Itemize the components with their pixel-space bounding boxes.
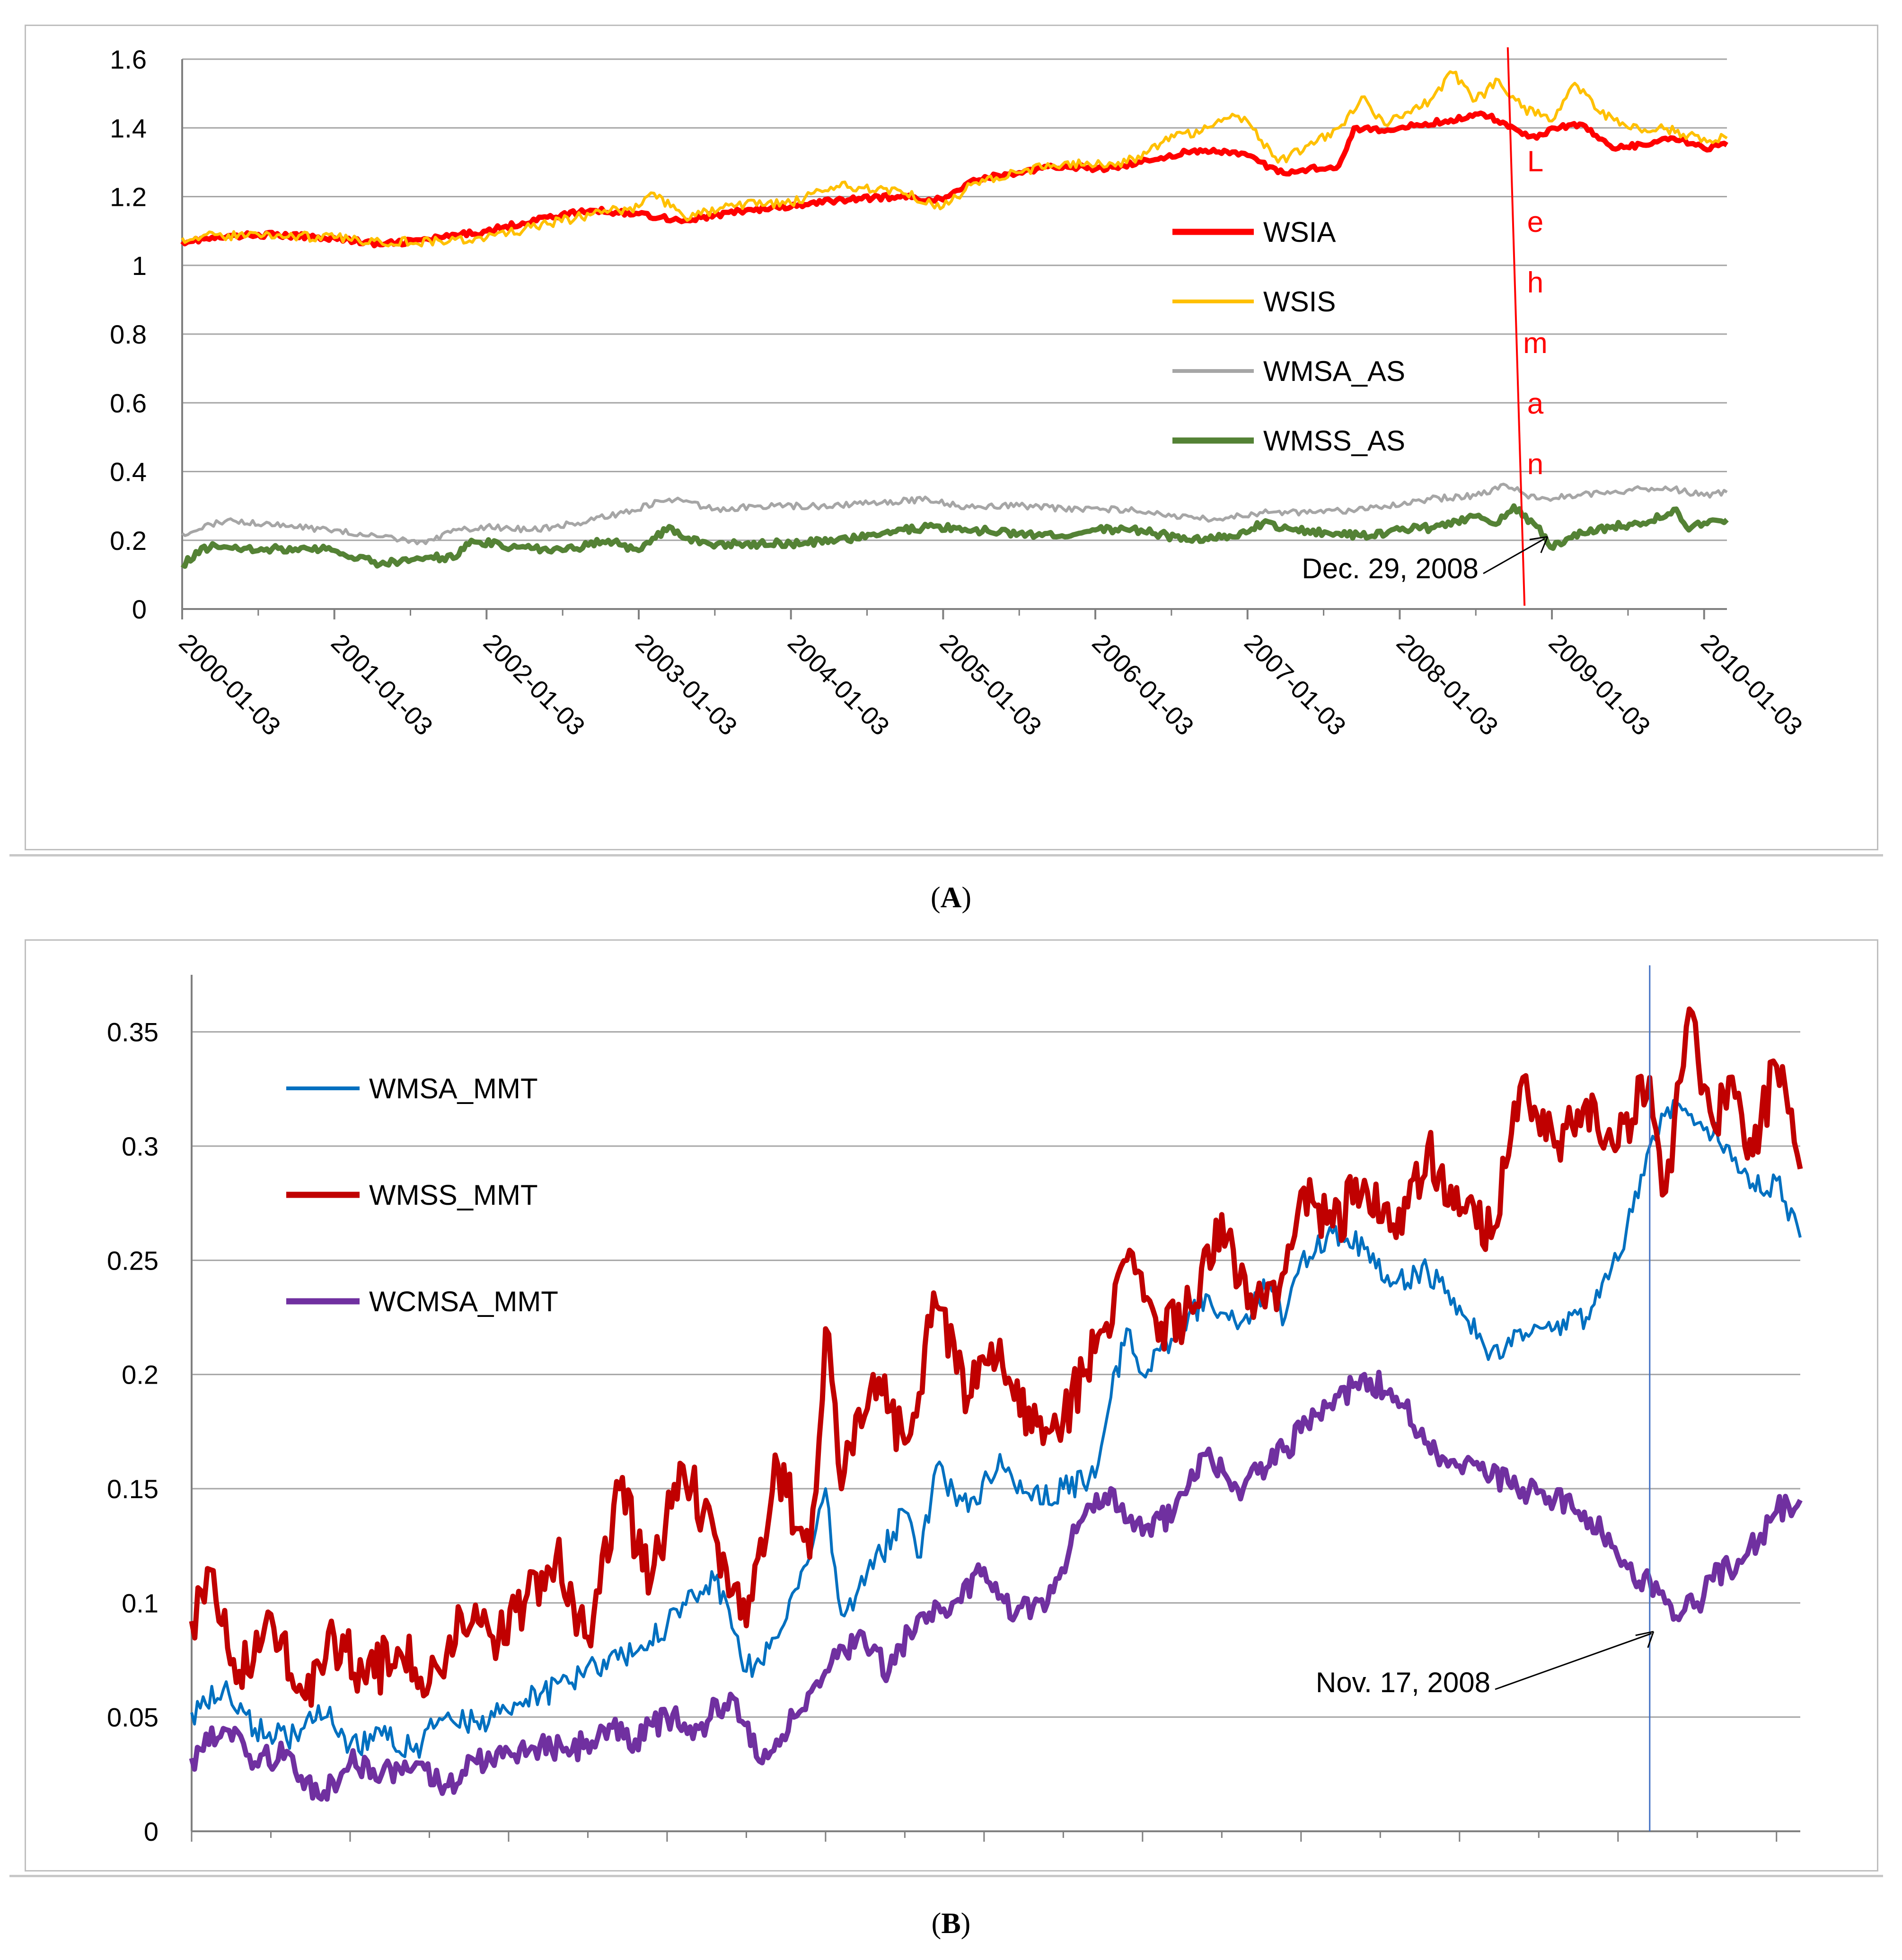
chart-a-xtick-label: 2005-01-03 <box>934 628 1047 741</box>
chart-a-ytick-label: 1.2 <box>110 182 147 212</box>
chart-a-legend-label: WSIA <box>1263 216 1336 248</box>
chart-b-ytick-label: 0.05 <box>107 1703 158 1732</box>
chart-a: 0 0.2 0.4 0.6 0.8 1 1.2 1.4 1.6 2000-01-03 2001-01… <box>110 44 1808 741</box>
chart-a-legend-label: WMSS_AS <box>1263 425 1405 457</box>
chart-a-lehman-letter: m <box>1523 327 1548 360</box>
chart-b-legend-label: WMSA_MMT <box>369 1073 538 1104</box>
chart-b-ytick-label: 0.15 <box>107 1474 158 1504</box>
chart-a-lehman-letter: a <box>1527 388 1544 420</box>
chart-b-annotation-text: Nov. 17, 2008 <box>1316 1667 1490 1698</box>
chart-a-lehman-line <box>1506 47 1526 606</box>
chart-b-ytick-label: 0.3 <box>122 1131 158 1161</box>
panel-a-caption: (A) <box>930 882 972 914</box>
chart-b-series-line <box>189 1006 1803 1708</box>
chart-a-series-line <box>181 483 1728 546</box>
chart-a-series-line <box>180 110 1728 248</box>
chart-a-ytick-label: 1.6 <box>110 44 147 74</box>
chart-a-annotation-arrowhead <box>1529 536 1549 553</box>
panel-a-frame <box>25 25 1878 850</box>
chart-b-legend-label: WCMSA_MMT <box>369 1286 558 1317</box>
chart-a-ytick-label: 0.2 <box>110 526 147 556</box>
chart-a-lehman-letter: n <box>1527 448 1543 481</box>
chart-b-ytick-label: 0.25 <box>107 1245 158 1275</box>
chart-b-legend-label: WMSS_MMT <box>369 1179 538 1211</box>
chart-b-annotation-arrowhead <box>1635 1631 1655 1648</box>
chart-a-xtick-label: 2009-01-03 <box>1543 628 1656 741</box>
chart-b-ytick-label: 0.2 <box>122 1360 158 1390</box>
chart-a-xtick-label: 2000-01-03 <box>174 628 286 741</box>
panel-a-separator <box>9 854 1883 856</box>
chart-b-ytick-label: 0 <box>144 1817 158 1846</box>
chart-a-series-line <box>181 70 1728 247</box>
chart-a-xtick-label: 2007-01-03 <box>1239 628 1351 741</box>
chart-a-ytick-label: 0.6 <box>110 388 147 418</box>
chart-a-ytick-label: 1 <box>132 251 147 281</box>
chart-a-xtick-label: 2010-01-03 <box>1695 628 1808 741</box>
panel-b-caption: (B) <box>931 1907 971 1940</box>
chart-a-annotation-arrow <box>1483 538 1545 574</box>
chart-a-lehman-letter: e <box>1527 206 1543 238</box>
chart-a-ytick-label: 0.4 <box>110 457 147 487</box>
chart-b-annotation-arrow <box>1495 1633 1652 1690</box>
chart-a-xtick-label: 2001-01-03 <box>326 628 438 741</box>
chart-a-ytick-label: 0 <box>132 594 147 624</box>
chart-a-ytick-label: 1.4 <box>110 113 147 143</box>
chart-a-xtick-label: 2006-01-03 <box>1087 628 1199 741</box>
chart-a-lehman-letter: L <box>1527 145 1543 178</box>
chart-a-xtick-label: 2002-01-03 <box>478 628 590 741</box>
chart-a-xtick-label: 2008-01-03 <box>1391 628 1504 741</box>
chart-a-annotation-text: Dec. 29, 2008 <box>1302 553 1479 584</box>
chart-a-lehman-letter: h <box>1527 266 1543 299</box>
chart-a-xtick-label: 2004-01-03 <box>782 628 895 741</box>
chart-a-ytick-label: 0.8 <box>110 319 147 349</box>
chart-b-series-line <box>190 1099 1802 1759</box>
chart-b: 0 0.05 0.1 0.15 0.2 0.25 0.3 0.35 WMSA_MMT WMSS_M… <box>107 965 1803 1846</box>
chart-a-legend-label: WMSA_AS <box>1263 355 1405 387</box>
chart-a-series-line <box>180 503 1729 569</box>
panel-b-label: B <box>941 1907 961 1940</box>
chart-a-xtick-label: 2003-01-03 <box>630 628 743 741</box>
chart-b-ytick-label: 0.1 <box>122 1588 158 1618</box>
panel-b-frame <box>25 939 1878 1872</box>
chart-a-legend-label: WSIS <box>1263 286 1336 318</box>
panel-a-label: A <box>940 882 962 914</box>
panel-b-separator <box>9 1875 1883 1877</box>
chart-b-series-line <box>189 1369 1803 1802</box>
chart-b-ytick-label: 0.35 <box>107 1017 158 1047</box>
